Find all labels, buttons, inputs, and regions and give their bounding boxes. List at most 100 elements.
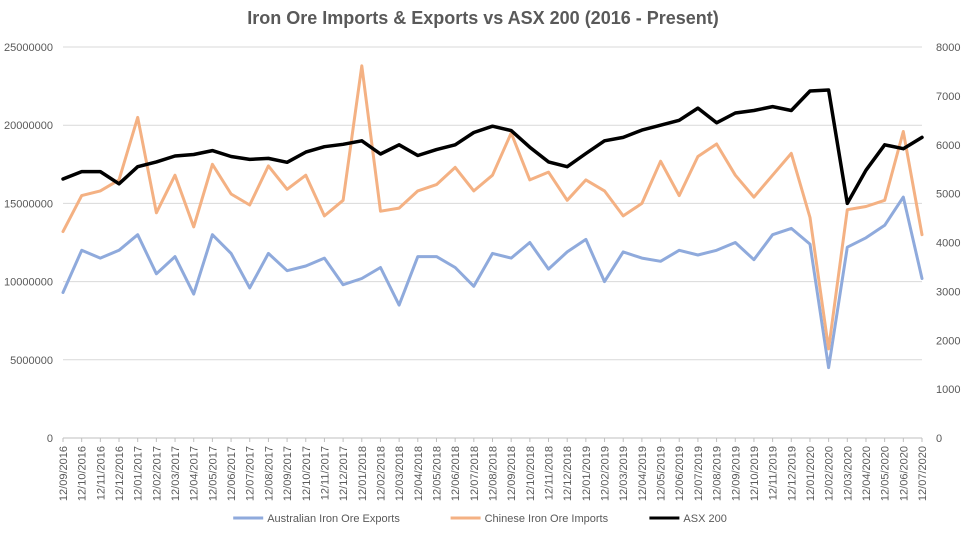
y2-tick-label: 2000 bbox=[936, 335, 960, 347]
data-point-chinese-iron-ore-imports bbox=[734, 174, 737, 177]
data-point-chinese-iron-ore-imports bbox=[118, 179, 120, 181]
data-point-asx-200 bbox=[230, 155, 232, 158]
data-point-australian-iron-ore-exports bbox=[734, 241, 737, 244]
x-tick-label: 12/02/2019 bbox=[600, 446, 612, 501]
data-point-australian-iron-ore-exports bbox=[678, 249, 681, 252]
data-point-chinese-iron-ore-imports bbox=[622, 215, 625, 217]
data-point-asx-200 bbox=[174, 155, 176, 157]
data-point-australian-iron-ore-exports bbox=[192, 293, 195, 295]
data-point-asx-200 bbox=[809, 90, 811, 92]
data-point-chinese-iron-ore-imports bbox=[435, 183, 438, 186]
data-point-asx-200 bbox=[641, 129, 643, 131]
data-point-chinese-iron-ore-imports bbox=[641, 202, 643, 205]
y2-tick-label: 7000 bbox=[936, 91, 960, 103]
data-point-chinese-iron-ore-imports bbox=[697, 155, 699, 158]
chart-title: Iron Ore Imports & Exports vs ASX 200 (2… bbox=[247, 8, 719, 28]
data-point-australian-iron-ore-exports bbox=[286, 269, 288, 272]
data-point-chinese-iron-ore-imports bbox=[192, 226, 195, 228]
data-point-australian-iron-ore-exports bbox=[715, 249, 718, 252]
x-tick-label: 12/07/2017 bbox=[245, 446, 257, 501]
data-point-chinese-iron-ore-imports bbox=[174, 174, 176, 177]
y-tick-label: 0 bbox=[47, 433, 53, 445]
x-tick-label: 12/12/2017 bbox=[338, 446, 350, 501]
data-point-australian-iron-ore-exports bbox=[547, 268, 550, 270]
data-point-australian-iron-ore-exports bbox=[771, 233, 774, 236]
data-point-chinese-iron-ore-imports bbox=[846, 208, 849, 211]
data-point-australian-iron-ore-exports bbox=[659, 260, 662, 263]
data-point-asx-200 bbox=[622, 136, 625, 139]
y2-tick-label: 8000 bbox=[936, 42, 960, 54]
data-point-asx-200 bbox=[360, 140, 363, 142]
data-point-chinese-iron-ore-imports bbox=[753, 196, 755, 198]
data-point-chinese-iron-ore-imports bbox=[883, 199, 886, 202]
data-point-asx-200 bbox=[342, 143, 344, 146]
data-point-australian-iron-ore-exports bbox=[174, 255, 176, 258]
data-point-asx-200 bbox=[211, 149, 214, 152]
x-tick-label: 12/06/2019 bbox=[674, 446, 686, 501]
data-point-asx-200 bbox=[473, 131, 475, 134]
data-point-asx-200 bbox=[603, 140, 606, 142]
data-point-asx-200 bbox=[585, 152, 587, 155]
data-point-chinese-iron-ore-imports bbox=[62, 230, 64, 233]
data-point-australian-iron-ore-exports bbox=[510, 257, 512, 259]
x-tick-label: 12/03/2020 bbox=[842, 446, 854, 501]
data-point-asx-200 bbox=[136, 165, 139, 168]
legend-label: Chinese Iron Ore Imports bbox=[485, 513, 609, 525]
data-point-chinese-iron-ore-imports bbox=[529, 179, 531, 181]
data-point-australian-iron-ore-exports bbox=[62, 291, 64, 294]
data-point-australian-iron-ore-exports bbox=[155, 272, 158, 275]
x-tick-label: 12/10/2018 bbox=[525, 446, 537, 501]
data-point-asx-200 bbox=[417, 154, 419, 157]
data-point-asx-200 bbox=[155, 161, 158, 163]
y2-tick-label: 4000 bbox=[936, 238, 960, 250]
x-tick-label: 12/09/2018 bbox=[506, 446, 518, 501]
data-point-chinese-iron-ore-imports bbox=[790, 152, 793, 155]
data-point-chinese-iron-ore-imports bbox=[342, 199, 344, 202]
data-point-chinese-iron-ore-imports bbox=[286, 188, 288, 191]
legend-label: ASX 200 bbox=[683, 513, 726, 525]
data-point-chinese-iron-ore-imports bbox=[267, 165, 270, 167]
data-point-asx-200 bbox=[529, 146, 531, 148]
data-point-asx-200 bbox=[883, 143, 886, 146]
data-point-australian-iron-ore-exports bbox=[790, 227, 793, 230]
data-point-asx-200 bbox=[435, 148, 438, 151]
data-point-australian-iron-ore-exports bbox=[921, 277, 923, 280]
data-point-asx-200 bbox=[865, 169, 867, 171]
y-tick-label: 10000000 bbox=[4, 277, 53, 289]
data-point-chinese-iron-ore-imports bbox=[566, 199, 568, 202]
data-point-australian-iron-ore-exports bbox=[585, 238, 587, 241]
data-point-chinese-iron-ore-imports bbox=[809, 216, 811, 219]
x-tick-label: 12/10/2019 bbox=[749, 446, 761, 501]
x-tick-label: 12/04/2017 bbox=[189, 446, 201, 501]
data-point-australian-iron-ore-exports bbox=[641, 257, 643, 259]
x-tick-label: 12/08/2017 bbox=[263, 446, 275, 501]
x-tick-label: 12/04/2020 bbox=[861, 446, 873, 501]
data-point-asx-200 bbox=[659, 124, 662, 126]
x-tick-label: 12/11/2017 bbox=[319, 446, 331, 500]
data-point-chinese-iron-ore-imports bbox=[80, 194, 83, 197]
x-tick-label: 12/02/2017 bbox=[151, 446, 163, 501]
data-point-asx-200 bbox=[99, 170, 102, 173]
data-point-chinese-iron-ore-imports bbox=[398, 207, 400, 209]
x-tick-label: 12/06/2017 bbox=[226, 446, 238, 501]
data-point-australian-iron-ore-exports bbox=[753, 258, 755, 261]
data-point-chinese-iron-ore-imports bbox=[585, 179, 587, 181]
x-tick-label: 12/07/2020 bbox=[917, 446, 929, 501]
x-tick-label: 12/02/2020 bbox=[824, 446, 836, 501]
data-point-australian-iron-ore-exports bbox=[211, 233, 214, 236]
x-tick-label: 12/05/2018 bbox=[431, 446, 443, 501]
data-point-australian-iron-ore-exports bbox=[809, 243, 811, 245]
y2-tick-label: 3000 bbox=[936, 286, 960, 298]
y-tick-label: 5000000 bbox=[10, 355, 53, 367]
y-tick-label: 25000000 bbox=[4, 42, 53, 54]
x-tick-label: 12/11/2019 bbox=[768, 446, 780, 500]
data-point-australian-iron-ore-exports bbox=[360, 277, 363, 280]
data-point-chinese-iron-ore-imports bbox=[865, 205, 867, 208]
data-point-asx-200 bbox=[790, 109, 793, 112]
data-point-australian-iron-ore-exports bbox=[248, 287, 251, 289]
data-point-australian-iron-ore-exports bbox=[304, 265, 307, 267]
x-tick-label: 12/07/2019 bbox=[693, 446, 705, 501]
legend-label: Australian Iron Ore Exports bbox=[267, 513, 400, 525]
data-point-asx-200 bbox=[734, 112, 737, 114]
x-tick-label: 12/06/2018 bbox=[450, 446, 462, 501]
